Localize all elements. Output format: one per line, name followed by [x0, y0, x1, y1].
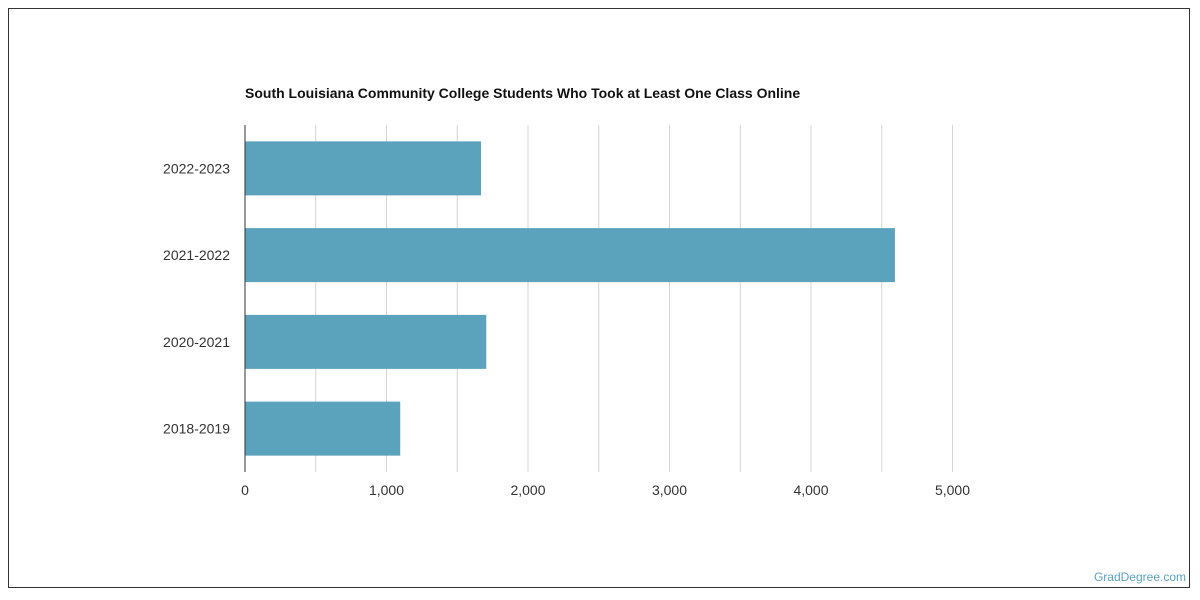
grid-lines [315, 125, 953, 472]
bars [245, 141, 895, 456]
chart-title: South Louisiana Community College Studen… [245, 85, 801, 101]
x-tick-label: 5,000 [935, 482, 970, 498]
source-link[interactable]: GradDegree.com [1093, 570, 1186, 584]
bar-2020-2021 [245, 314, 487, 369]
axis-labels: 2022-2023 2021-2022 2020-2021 2018-2019 0 1,0… [163, 160, 970, 498]
bar-2022-2023 [245, 141, 482, 196]
x-tick-label: 3,000 [652, 482, 687, 498]
x-tick-label: 4,000 [793, 482, 828, 498]
x-tick-label: 0 [241, 482, 249, 498]
category-label: 2022-2023 [163, 160, 230, 176]
bar-2018-2019 [245, 401, 401, 456]
category-label: 2021-2022 [163, 247, 230, 263]
bar-2021-2022 [245, 228, 895, 283]
x-tick-label: 2,000 [510, 482, 545, 498]
category-label: 2018-2019 [163, 421, 230, 437]
x-tick-label: 1,000 [369, 482, 404, 498]
category-label: 2020-2021 [163, 334, 230, 350]
